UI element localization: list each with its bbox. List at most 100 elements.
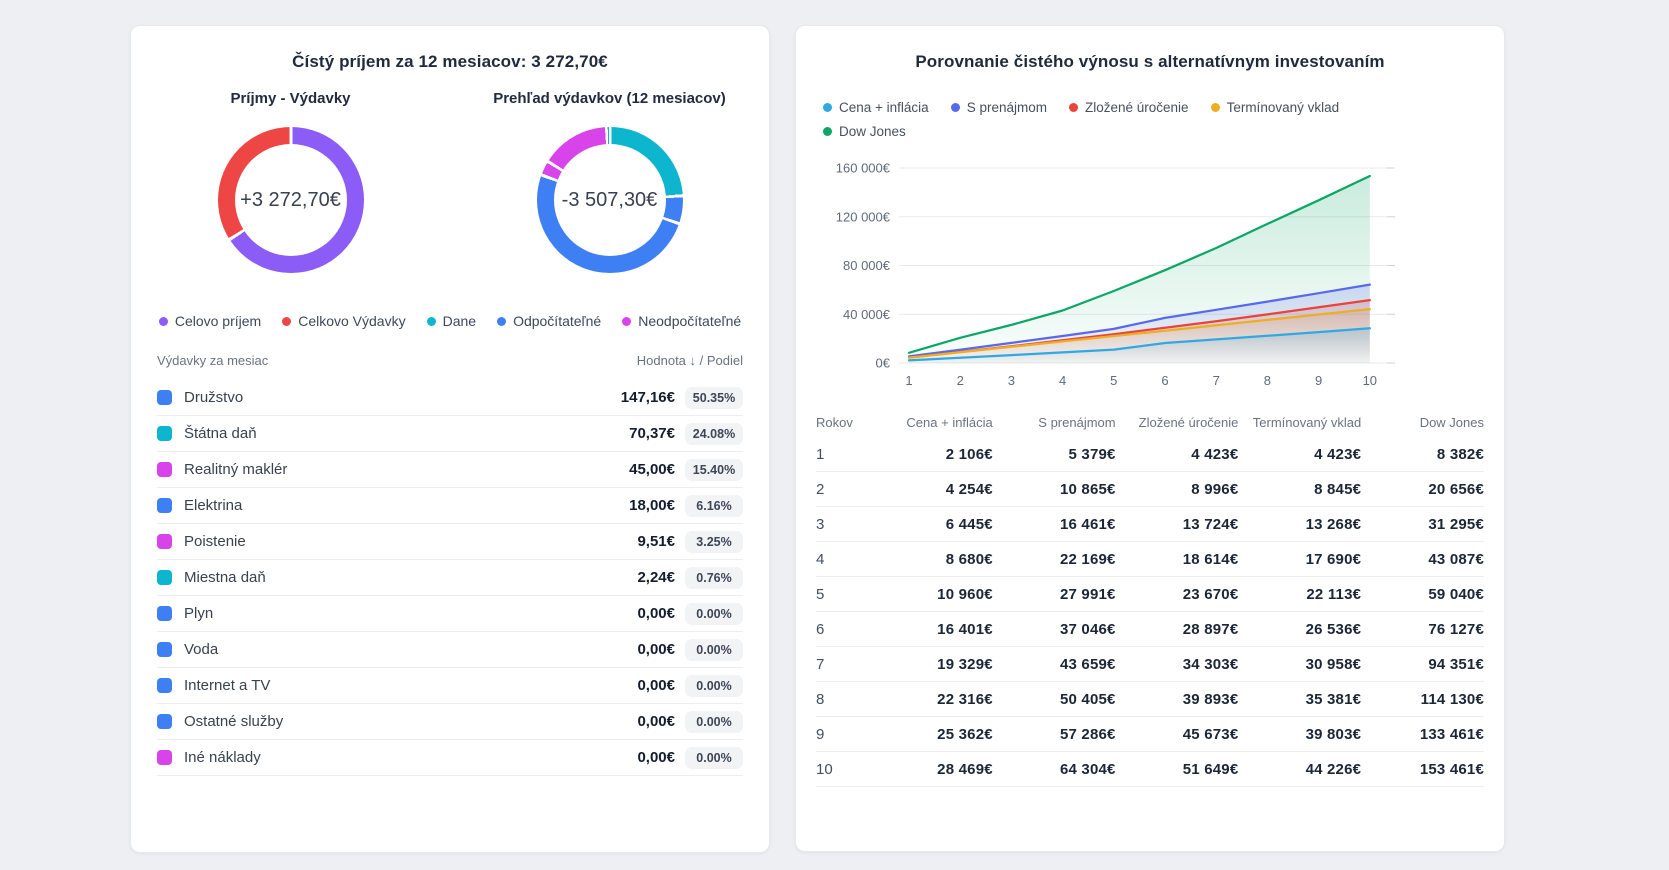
column-header-zlozene-urocenie: Zložené úročenie [1138,414,1239,430]
comparison-row-year-1: 1 2 106€ 5 379€ 4 423€ 4 423€ 8 382€ [816,437,1484,472]
comparison-legend-row-2: Dow Jones [823,124,1504,139]
value-cell-terminovany-vklad: 44 226€ [1305,760,1362,778]
value-cell-zlozene-urocenie: 18 614€ [1182,550,1239,568]
legend-item-cena-inflacia[interactable]: Cena + inflácia [823,100,929,115]
expense-value: 9,51€ [637,533,675,550]
value-cell-terminovany-vklad: 35 381€ [1305,690,1362,708]
value-cell-zlozene-urocenie: 23 670€ [1182,585,1239,603]
legend-dot [282,316,292,326]
expense-row-voda: Voda 0,00€ 0.00% [157,632,743,668]
expense-share-badge: 3.25% [685,530,743,553]
legend-item-celovo-prijem[interactable]: Celovo príjem [158,313,261,329]
y-axis-label: 160 000€ [836,161,891,176]
expense-label: Poistenie [184,533,246,550]
legend-label: Cena + inflácia [839,100,929,115]
category-color-bullet [157,462,172,477]
value-cell-cena-inflacia: 6 445€ [945,515,993,533]
x-axis-label: 7 [1213,373,1220,388]
expense-share-badge: 24.08% [685,422,743,445]
value-cell-zlozene-urocenie: 51 649€ [1182,760,1239,778]
income-expenses-donut[interactable]: +3 272,70€ [217,127,364,273]
value-cell-dow-jones: 31 295€ [1428,515,1484,533]
income-expenses-donut-block: Príjmy - Výdavky +3 272,70€ [131,90,450,273]
value-cell-cena-inflacia: 19 329€ [937,655,993,673]
investment-comparison-card: Porovnanie čistého výnosu s alternatívny… [795,25,1505,852]
column-header-rokov: Rokov [816,414,853,430]
value-cell-dow-jones: 133 461€ [1419,725,1484,743]
value-cell-terminovany-vklad: 17 690€ [1305,550,1362,568]
expenses-table: Výdavky za mesiac Hodnota ↓ / Podiel Dru… [157,353,743,776]
legend-dot [622,316,632,326]
year-cell: 1 [816,445,825,463]
value-cell-zlozene-urocenie: 13 724€ [1182,515,1239,533]
expenses-sort-header[interactable]: Hodnota ↓ / Podiel [636,353,743,368]
comparison-row-year-5: 5 10 960€ 27 991€ 23 670€ 22 113€ 59 040€ [816,577,1484,612]
expense-label: Realitný maklér [184,461,288,478]
comparison-row-year-7: 7 19 329€ 43 659€ 34 303€ 30 958€ 94 351€ [816,647,1484,682]
expense-value: 0,00€ [637,749,675,766]
expense-row-druzstvo: Družstvo 147,16€ 50.35% [157,380,743,416]
legend-item-zlozene-urocenie[interactable]: Zložené úročenie [1068,100,1189,115]
x-axis-label: 5 [1110,373,1117,388]
year-cell: 2 [816,480,825,498]
expense-share-badge: 0.00% [685,674,743,697]
comparison-table: Rokov Cena + inflácia S prenájmom Zložené ú… [816,407,1484,787]
column-header-s-prenajmom: S prenájmom [1038,414,1116,430]
value-cell-cena-inflacia: 28 469€ [937,760,993,778]
expense-label: Ostatné služby [184,713,284,730]
value-cell-terminovany-vklad: 8 845€ [1314,480,1362,498]
legend-item-celkovo-vydavky[interactable]: Celkovo Výdavky [282,313,406,329]
legend-item-terminovany-vklad[interactable]: Termínovaný vklad [1210,100,1339,115]
value-cell-zlozene-urocenie: 45 673€ [1182,725,1239,743]
expenses-breakdown-donut[interactable]: -3 507,30€ [536,127,683,273]
expense-share-badge: 6.16% [685,494,743,517]
value-cell-zlozene-urocenie: 4 423€ [1191,445,1239,463]
category-color-bullet [157,534,172,549]
legend-item-odpocitatelne[interactable]: Odpočítateľné [497,313,601,329]
value-cell-dow-jones: 153 461€ [1419,760,1484,778]
line-dow-jones [907,174,1371,354]
legend-item-dow-jones[interactable]: Dow Jones [823,124,906,139]
value-cell-terminovany-vklad: 26 536€ [1305,620,1362,638]
donut-hole: -3 507,30€ [553,144,666,256]
comparison-row-year-8: 8 22 316€ 50 405€ 39 893€ 35 381€ 114 130€ [816,682,1484,717]
expense-row-elektrina: Elektrina 18,00€ 6.16% [157,488,743,524]
year-cell: 4 [816,550,825,568]
legend-item-dane[interactable]: Dane [426,313,476,329]
legend-dot [497,316,507,326]
category-color-bullet [157,570,172,585]
comparison-legend-row-1: Cena + inflácia S prenájmom Zložené úročen… [823,100,1504,115]
legend-item-neodpocitatelne[interactable]: Neodpočítateľné [622,313,741,329]
value-cell-s-prenajmom: 5 379€ [1068,445,1116,463]
expense-row-realitny-makler: Realitný maklér 45,00€ 15.40% [157,452,743,488]
legend-item-s-prenajmom[interactable]: S prenájmom [950,100,1047,115]
comparison-title: Porovnanie čistého výnosu s alternatívny… [915,52,1385,71]
value-cell-terminovany-vklad: 39 803€ [1305,725,1362,743]
value-cell-cena-inflacia: 2 106€ [945,445,993,463]
expense-label: Elektrina [184,497,243,514]
expense-value: 45,00€ [629,461,675,478]
expense-share-badge: 0.00% [685,746,743,769]
year-cell: 9 [816,725,825,743]
comparison-legend: Cena + inflácia S prenájmom Zložené úročen… [796,100,1504,139]
value-cell-dow-jones: 94 351€ [1428,655,1484,673]
expense-label: Voda [184,641,219,658]
expense-row-ine-naklady: Iné náklady 0,00€ 0.00% [157,740,743,776]
value-cell-cena-inflacia: 16 401€ [937,620,993,638]
expense-label: Miestna daň [184,569,266,586]
expenses-table-body: Družstvo 147,16€ 50.35% Štátna daň 70,37€ 24.… [157,380,743,776]
legend-label: Neodpočítateľné [638,313,742,329]
value-cell-dow-jones: 76 127€ [1428,620,1484,638]
value-cell-dow-jones: 20 656€ [1428,480,1484,498]
value-cell-s-prenajmom: 64 304€ [1059,760,1116,778]
expense-share-badge: 50.35% [685,386,743,409]
expense-row-internet-a-tv: Internet a TV 0,00€ 0.00% [157,668,743,704]
expenses-header-label: Výdavky za mesiac [157,353,269,368]
y-axis-label: 0€ [876,356,891,371]
value-cell-s-prenajmom: 43 659€ [1059,655,1116,673]
value-cell-terminovany-vklad: 22 113€ [1306,585,1362,603]
x-axis-label: 4 [1059,373,1066,388]
category-color-bullet [157,498,172,513]
net-income-title: Čístý príjem za 12 mesiacov: 3 272,70€ [292,52,608,71]
comparison-line-chart[interactable]: 0€ 40 000€ 80 000€ 120 000€ 160 000€ 1 2 3 4 5 6 7 8… [811,151,1491,395]
